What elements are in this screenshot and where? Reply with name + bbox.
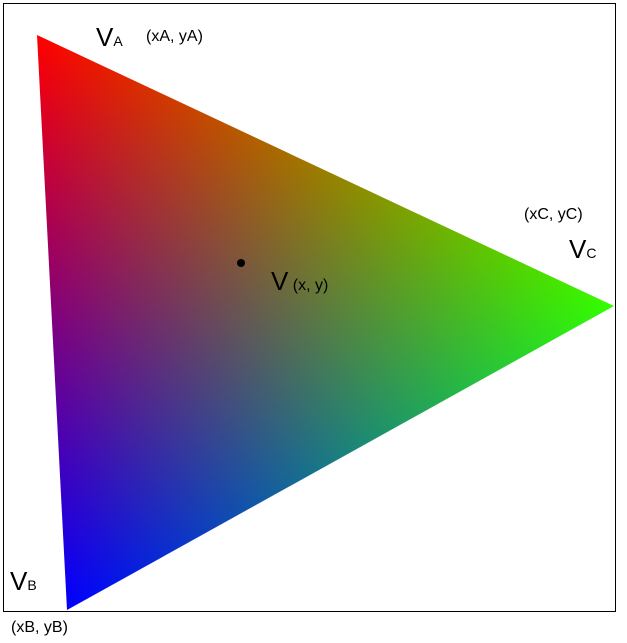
vertex-b-name: V bbox=[10, 566, 28, 596]
point-coords: (x, y) bbox=[292, 277, 329, 294]
vertex-a-name: V bbox=[96, 22, 114, 52]
vertex-c-coords: (xC, yC) bbox=[524, 206, 583, 223]
vertex-b-subscript: B bbox=[27, 577, 37, 593]
frame-border bbox=[3, 3, 616, 612]
vertex-b-coords: (xB, yB) bbox=[11, 619, 68, 636]
vertex-a-subscript: A bbox=[113, 33, 123, 49]
interior-point-dot bbox=[237, 259, 245, 267]
vertex-b-label: VB bbox=[10, 568, 37, 594]
vertex-c-subscript: C bbox=[586, 245, 597, 261]
point-name: V bbox=[271, 266, 289, 296]
vertex-c-name: V bbox=[569, 234, 587, 264]
vertex-c-label: VC bbox=[569, 236, 596, 262]
point-label: V (x, y) bbox=[271, 268, 328, 294]
vertex-a-label: VA bbox=[96, 24, 123, 50]
vertex-a-coords: (xA, yA) bbox=[146, 28, 203, 45]
